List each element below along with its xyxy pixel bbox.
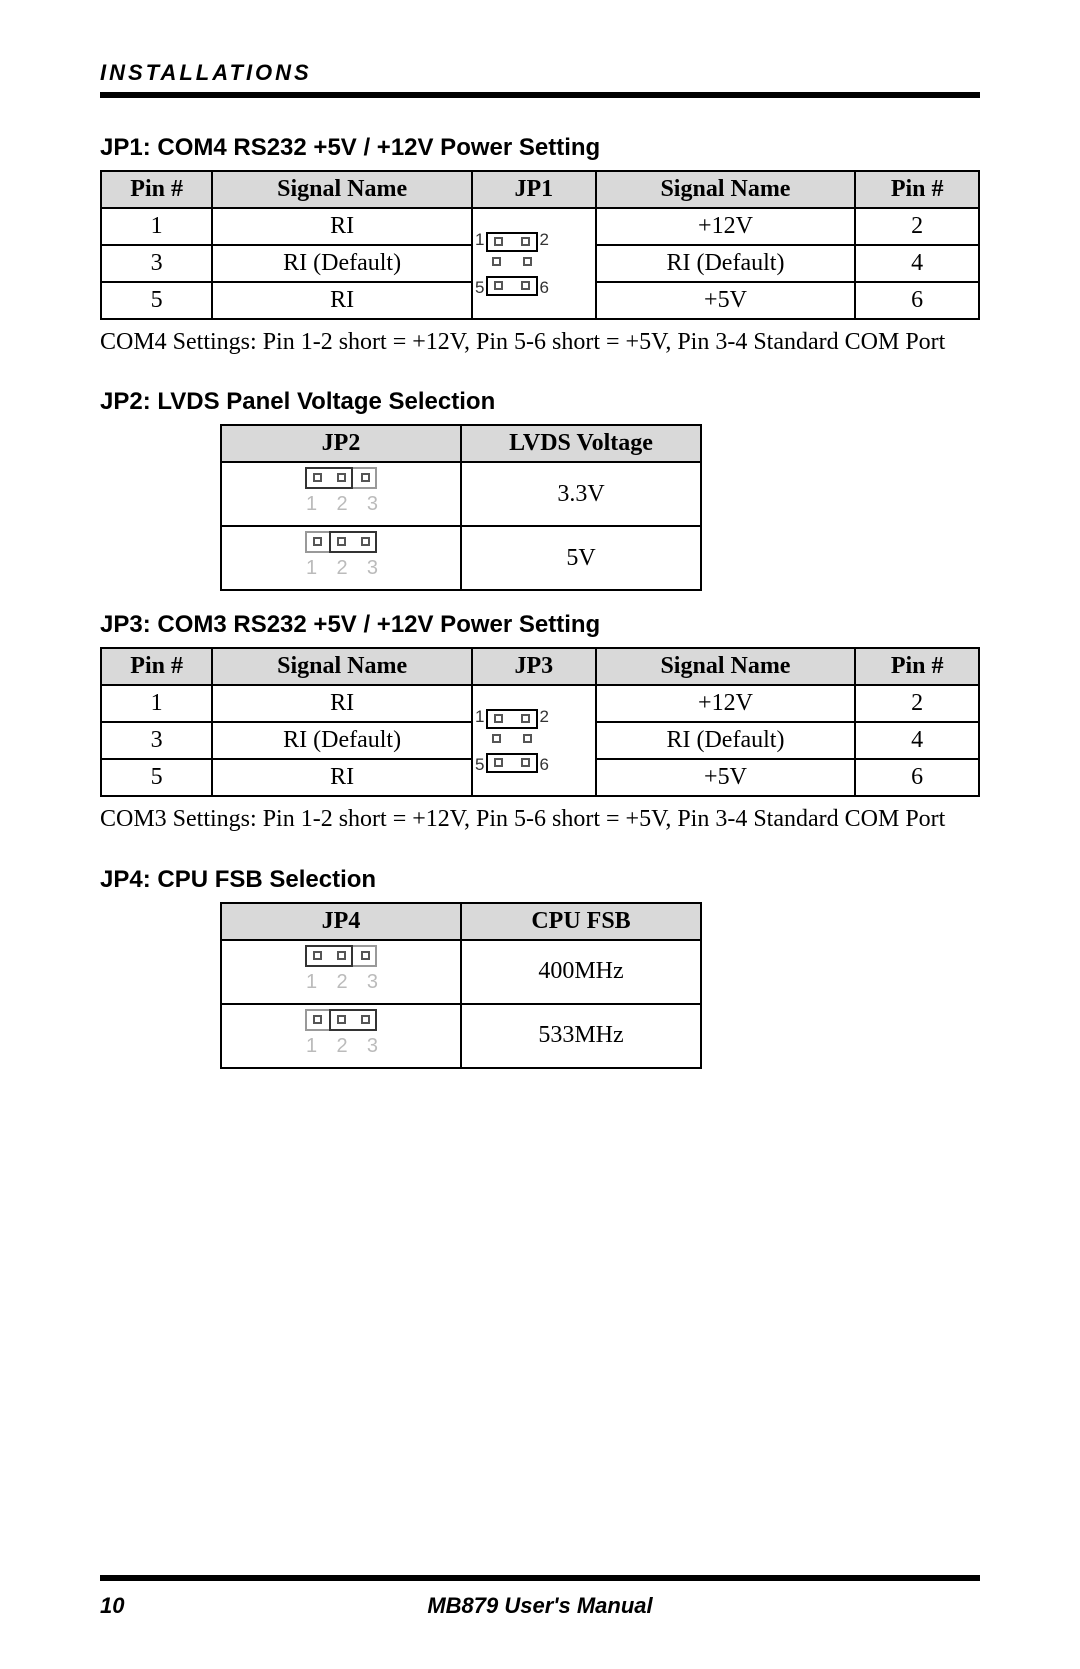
jumper-3pin-icon: 1 2 3 bbox=[300, 465, 382, 523]
jp3-header-row: Pin # Signal Name JP3 Signal Name Pin # bbox=[101, 648, 979, 685]
pin-label: 5 bbox=[475, 278, 484, 298]
jp1-col-pinL: Pin # bbox=[101, 171, 212, 208]
jp3-sigR-2: +5V bbox=[596, 759, 856, 796]
jp4-col-0: JP4 bbox=[221, 903, 461, 940]
table-row: 1 2 3 533MHz bbox=[221, 1004, 701, 1068]
jp4-diagram-0: 1 2 3 bbox=[221, 940, 461, 1004]
jumper-6pin-icon: 1 2 5 6 bbox=[477, 707, 547, 775]
jp3-col-sigR: Signal Name bbox=[596, 648, 856, 685]
jp4-header-row: JP4 CPU FSB bbox=[221, 903, 701, 940]
section-header: INSTALLATIONS bbox=[100, 60, 980, 86]
pin-num: 3 bbox=[367, 493, 378, 516]
jp3-pinL-1: 3 bbox=[101, 722, 212, 759]
jumper-3pin-icon: 1 2 3 bbox=[300, 529, 382, 587]
pin-num: 2 bbox=[336, 971, 347, 994]
pin-num: 2 bbox=[336, 557, 347, 580]
jp1-sigL-1: RI (Default) bbox=[212, 245, 472, 282]
jp3-diagram-cell: 1 2 5 6 bbox=[472, 685, 596, 796]
pin-num: 2 bbox=[336, 1035, 347, 1058]
jp2-title: JP2: LVDS Panel Voltage Selection bbox=[100, 388, 980, 416]
jp2-diagram-1: 1 2 3 bbox=[221, 526, 461, 590]
jp1-diagram-cell: 1 2 5 6 bbox=[472, 208, 596, 319]
pin-label: 1 bbox=[475, 230, 484, 250]
header-rule bbox=[100, 92, 980, 98]
table-row: 1 2 3 400MHz bbox=[221, 940, 701, 1004]
jp3-sigL-2: RI bbox=[212, 759, 472, 796]
jp3-col-pinL: Pin # bbox=[101, 648, 212, 685]
jp1-col-jp: JP1 bbox=[472, 171, 596, 208]
pin-num: 1 bbox=[306, 557, 317, 580]
jp3-sigR-1: RI (Default) bbox=[596, 722, 856, 759]
pin-label: 6 bbox=[540, 278, 549, 298]
table-row: 1 2 3 5V bbox=[221, 526, 701, 590]
jumper-6pin-icon: 1 2 5 6 bbox=[477, 230, 547, 298]
jp3-sigL-1: RI (Default) bbox=[212, 722, 472, 759]
jp3-pinL-0: 1 bbox=[101, 685, 212, 722]
pin-num: 1 bbox=[306, 493, 317, 516]
table-row: 1 2 3 3.3V bbox=[221, 462, 701, 526]
jp1-table: Pin # Signal Name JP1 Signal Name Pin # … bbox=[100, 170, 980, 320]
jp3-title: JP3: COM3 RS232 +5V / +12V Power Setting bbox=[100, 611, 980, 639]
table-row: 1 RI 1 2 5 6 +12 bbox=[101, 208, 979, 245]
jp1-col-pinR: Pin # bbox=[855, 171, 979, 208]
pin-num: 3 bbox=[367, 1035, 378, 1058]
jp1-sigL-2: RI bbox=[212, 282, 472, 319]
jp1-pinR-2: 6 bbox=[855, 282, 979, 319]
pin-num: 3 bbox=[367, 557, 378, 580]
jp4-table: JP4 CPU FSB 1 2 3 400MHz bbox=[220, 902, 702, 1069]
jp3-pinL-2: 5 bbox=[101, 759, 212, 796]
jp3-col-pinR: Pin # bbox=[855, 648, 979, 685]
jp2-col-0: JP2 bbox=[221, 425, 461, 462]
jp1-pinR-1: 4 bbox=[855, 245, 979, 282]
jp2-table: JP2 LVDS Voltage 1 2 3 3.3V bbox=[220, 424, 702, 591]
table-row: 1 RI 1 2 5 6 +12 bbox=[101, 685, 979, 722]
jp2-col-1: LVDS Voltage bbox=[461, 425, 701, 462]
jp1-col-sigR: Signal Name bbox=[596, 171, 856, 208]
jp1-sigR-0: +12V bbox=[596, 208, 856, 245]
jp4-title: JP4: CPU FSB Selection bbox=[100, 866, 980, 894]
jp3-note: COM3 Settings: Pin 1-2 short = +12V, Pin… bbox=[100, 803, 980, 835]
jp1-sigL-0: RI bbox=[212, 208, 472, 245]
jp4-value-0: 400MHz bbox=[461, 940, 701, 1004]
pin-label: 1 bbox=[475, 707, 484, 727]
jp2-header-row: JP2 LVDS Voltage bbox=[221, 425, 701, 462]
jp1-pinL-0: 1 bbox=[101, 208, 212, 245]
jp3-table: Pin # Signal Name JP3 Signal Name Pin # … bbox=[100, 647, 980, 797]
jumper-3pin-icon: 1 2 3 bbox=[300, 943, 382, 1001]
jp1-header-row: Pin # Signal Name JP1 Signal Name Pin # bbox=[101, 171, 979, 208]
jp3-sigR-0: +12V bbox=[596, 685, 856, 722]
pin-label: 2 bbox=[540, 707, 549, 727]
jp4-value-1: 533MHz bbox=[461, 1004, 701, 1068]
jp4-diagram-1: 1 2 3 bbox=[221, 1004, 461, 1068]
jp1-pinL-2: 5 bbox=[101, 282, 212, 319]
pin-label: 6 bbox=[540, 755, 549, 775]
jp3-col-jp: JP3 bbox=[472, 648, 596, 685]
pin-num: 2 bbox=[336, 493, 347, 516]
pin-num: 1 bbox=[306, 971, 317, 994]
jp3-pinR-0: 2 bbox=[855, 685, 979, 722]
jp1-pinL-1: 3 bbox=[101, 245, 212, 282]
pin-label: 5 bbox=[475, 755, 484, 775]
jp3-sigL-0: RI bbox=[212, 685, 472, 722]
pin-num: 3 bbox=[367, 971, 378, 994]
jp1-sigR-1: RI (Default) bbox=[596, 245, 856, 282]
jp2-voltage-1: 5V bbox=[461, 526, 701, 590]
jumper-3pin-icon: 1 2 3 bbox=[300, 1007, 382, 1065]
page-footer: 10 MB879 User's Manual bbox=[100, 1575, 980, 1619]
manual-name: MB879 User's Manual bbox=[100, 1593, 980, 1619]
jp1-col-sigL: Signal Name bbox=[212, 171, 472, 208]
jp3-col-sigL: Signal Name bbox=[212, 648, 472, 685]
jp4-col-1: CPU FSB bbox=[461, 903, 701, 940]
pin-num: 1 bbox=[306, 1035, 317, 1058]
footer-rule bbox=[100, 1575, 980, 1581]
pin-label: 2 bbox=[540, 230, 549, 250]
jp2-diagram-0: 1 2 3 bbox=[221, 462, 461, 526]
jp1-sigR-2: +5V bbox=[596, 282, 856, 319]
jp3-pinR-1: 4 bbox=[855, 722, 979, 759]
jp3-pinR-2: 6 bbox=[855, 759, 979, 796]
jp1-note: COM4 Settings: Pin 1-2 short = +12V, Pin… bbox=[100, 326, 980, 358]
jp2-voltage-0: 3.3V bbox=[461, 462, 701, 526]
jp1-title: JP1: COM4 RS232 +5V / +12V Power Setting bbox=[100, 134, 980, 162]
jp1-pinR-0: 2 bbox=[855, 208, 979, 245]
